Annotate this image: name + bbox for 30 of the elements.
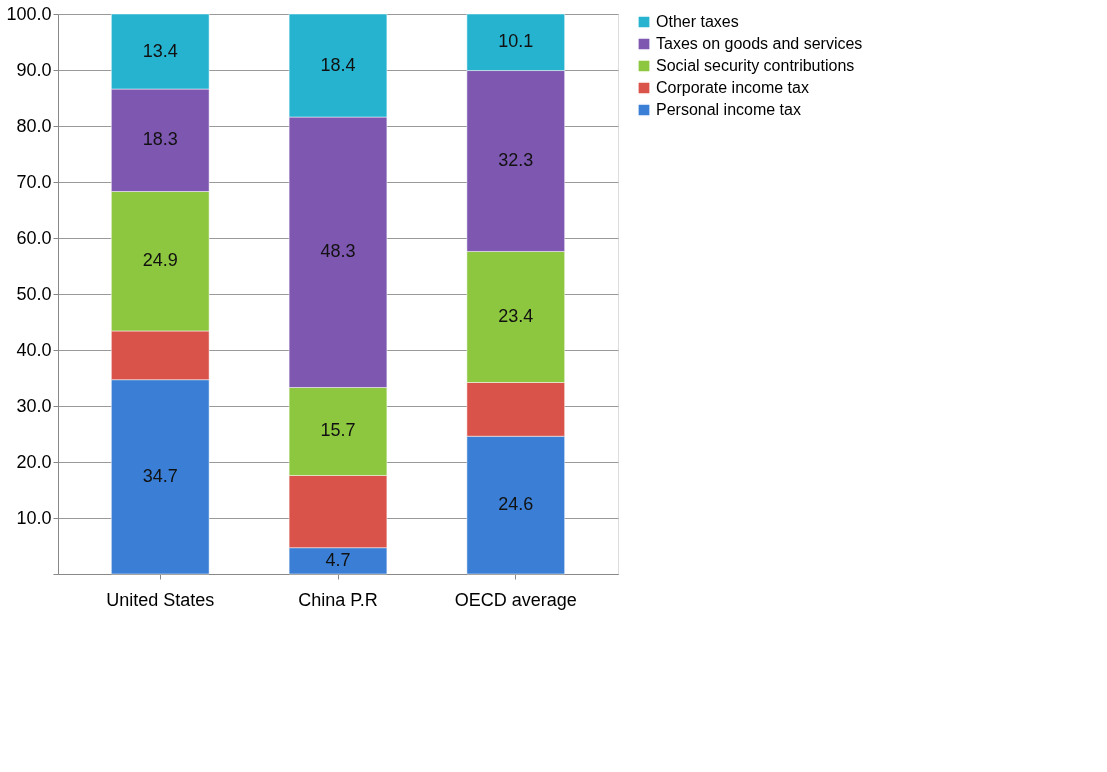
- y-tick-label: 60.0: [16, 227, 52, 248]
- data-label: 18.3: [142, 129, 178, 150]
- data-label: 10.1: [498, 31, 534, 52]
- data-label: 32.3: [498, 150, 534, 170]
- legend-label: Taxes on goods and services: [656, 35, 863, 52]
- y-tick-label: 40.0: [16, 339, 52, 360]
- data-label: 15.7: [320, 420, 356, 441]
- legend-label: Social security contributions: [656, 57, 855, 74]
- y-tick-label: 80.0: [16, 115, 52, 136]
- x-tick-label: OECD average: [454, 589, 577, 610]
- x-tick-label: China P.R: [298, 589, 378, 610]
- y-tick-label: 70.0: [16, 171, 52, 192]
- data-label: 4.7: [325, 549, 351, 570]
- y-tick-label: 30.0: [16, 395, 52, 416]
- legend-label: Other taxes: [656, 13, 739, 30]
- data-label: 13.4: [142, 40, 178, 61]
- legend-label: Corporate income tax: [656, 79, 809, 96]
- y-tick-label: 100.0: [6, 3, 52, 24]
- y-tick-label: 10.0: [16, 507, 52, 528]
- legend-label: Personal income tax: [656, 101, 801, 118]
- data-label: 34.7: [142, 465, 178, 486]
- y-tick-label: 90.0: [16, 59, 52, 80]
- data-label: 23.4: [498, 305, 534, 326]
- y-tick-label: 50.0: [16, 283, 52, 304]
- data-label: 24.6: [498, 494, 534, 515]
- data-label: 48.3: [320, 241, 356, 262]
- data-label: 18.4: [320, 54, 356, 75]
- y-tick-label: 20.0: [16, 451, 52, 472]
- x-tick-label: United States: [106, 589, 215, 610]
- data-label: 24.9: [142, 250, 178, 271]
